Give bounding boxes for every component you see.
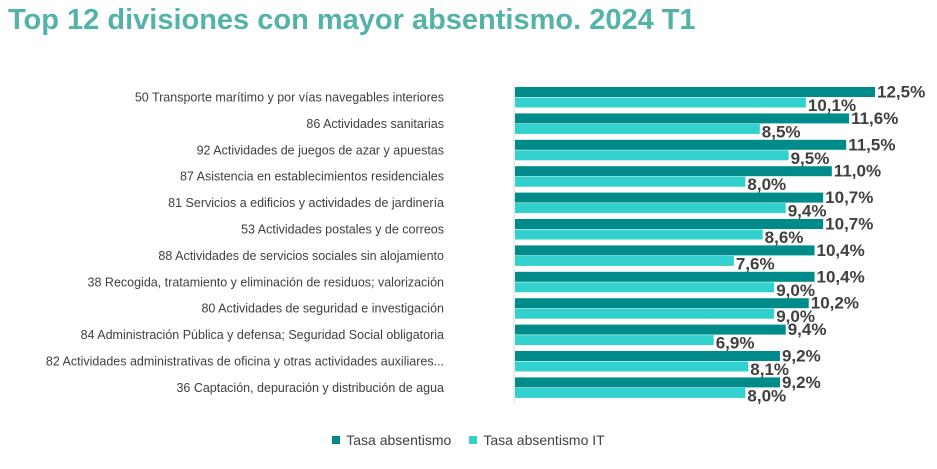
- data-label-series-1: 10,4%: [817, 267, 865, 286]
- bar-series-1: [515, 377, 780, 388]
- data-label-series-2: 10,1%: [808, 96, 856, 115]
- bar-series-1: [515, 113, 850, 124]
- bar-series-1: [515, 87, 875, 97]
- bar-series-2: [515, 361, 749, 372]
- category-label: 50 Transporte marítimo y por vías navega…: [135, 91, 444, 105]
- data-label-series-2: 8,1%: [750, 360, 789, 379]
- bar-series-2: [515, 282, 775, 293]
- data-label-series-2: 8,0%: [747, 175, 786, 194]
- bar-chart: 50 Transporte marítimo y por vías navega…: [46, 83, 925, 406]
- bar-series-1: [515, 219, 824, 229]
- category-label: 38 Recogida, tratamiento y eliminación d…: [88, 275, 444, 289]
- data-label-series-1: 11,5%: [848, 135, 895, 154]
- data-label-series-1: 9,4%: [788, 320, 827, 339]
- data-label-series-2: 9,4%: [788, 202, 827, 221]
- data-label-series-1: 9,2%: [782, 373, 821, 392]
- category-label: 36 Captación, depuración y distribución …: [176, 381, 444, 395]
- data-label-series-1: 10,7%: [825, 188, 873, 207]
- legend-swatch-series-2: [469, 436, 478, 444]
- data-label-series-2: 9,5%: [791, 149, 830, 168]
- bar-series-2: [515, 308, 775, 319]
- category-label: 81 Servicios a edificios y actividades d…: [168, 196, 444, 210]
- bar-series-2: [515, 255, 734, 266]
- bar-series-1: [515, 245, 815, 256]
- bar-series-2: [515, 387, 746, 398]
- data-label-series-2: 8,5%: [762, 122, 801, 141]
- bar-series-1: [515, 139, 847, 150]
- bar-series-1: [515, 298, 809, 309]
- legend-item-series-1: Tasa absentismo: [332, 432, 451, 448]
- data-label-series-2: 9,0%: [776, 307, 815, 326]
- bar-series-1: [515, 351, 780, 361]
- category-label: 87 Asistencia en establecimientos reside…: [180, 170, 444, 184]
- data-label-series-1: 10,4%: [817, 241, 865, 260]
- legend-label-series-1: Tasa absentismo: [346, 432, 452, 448]
- legend-item-series-2: Tasa absentismo IT: [469, 432, 605, 448]
- data-label-series-2: 8,6%: [765, 228, 804, 247]
- data-label-series-2: 9,0%: [776, 281, 815, 300]
- legend-swatch-series-1: [332, 436, 341, 444]
- data-label-series-1: 11,0%: [834, 162, 881, 181]
- category-label: 82 Actividades administrativas de oficin…: [46, 355, 444, 369]
- data-label-series-2: 8,0%: [747, 386, 786, 405]
- bar-series-2: [515, 123, 760, 134]
- data-label-series-1: 9,2%: [782, 347, 821, 366]
- bar-series-2: [515, 97, 806, 108]
- bar-series-2: [515, 229, 763, 240]
- bar-series-2: [515, 335, 714, 346]
- chart-legend: Tasa absentismo Tasa absentismo IT: [0, 432, 937, 448]
- data-label-series-1: 10,2%: [811, 294, 859, 313]
- bar-series-2: [515, 150, 789, 161]
- legend-label-series-2: Tasa absentismo IT: [483, 432, 605, 448]
- chart-title: Top 12 divisiones con mayor absentismo. …: [8, 4, 696, 36]
- category-label: 80 Actividades de seguridad e investigac…: [201, 302, 444, 316]
- data-label-series-2: 7,6%: [736, 254, 775, 273]
- data-label-series-1: 10,7%: [825, 215, 873, 234]
- bar-series-2: [515, 203, 786, 214]
- category-label: 86 Actividades sanitarias: [306, 117, 444, 131]
- category-label: 53 Actividades postales y de correos: [241, 223, 444, 237]
- bar-series-2: [515, 176, 746, 187]
- bar-series-1: [515, 166, 832, 177]
- data-label-series-1: 11,6%: [851, 109, 898, 128]
- bar-series-1: [515, 192, 824, 203]
- bar-series-1: [515, 271, 815, 282]
- category-label: 84 Administración Pública y defensa; Seg…: [81, 328, 444, 342]
- category-label: 92 Actividades de juegos de azar y apues…: [197, 143, 444, 157]
- bar-series-1: [515, 324, 786, 335]
- data-label-series-2: 6,9%: [716, 334, 755, 353]
- data-label-series-1: 12,5%: [877, 83, 925, 102]
- category-label: 88 Actividades de servicios sociales sin…: [158, 249, 444, 263]
